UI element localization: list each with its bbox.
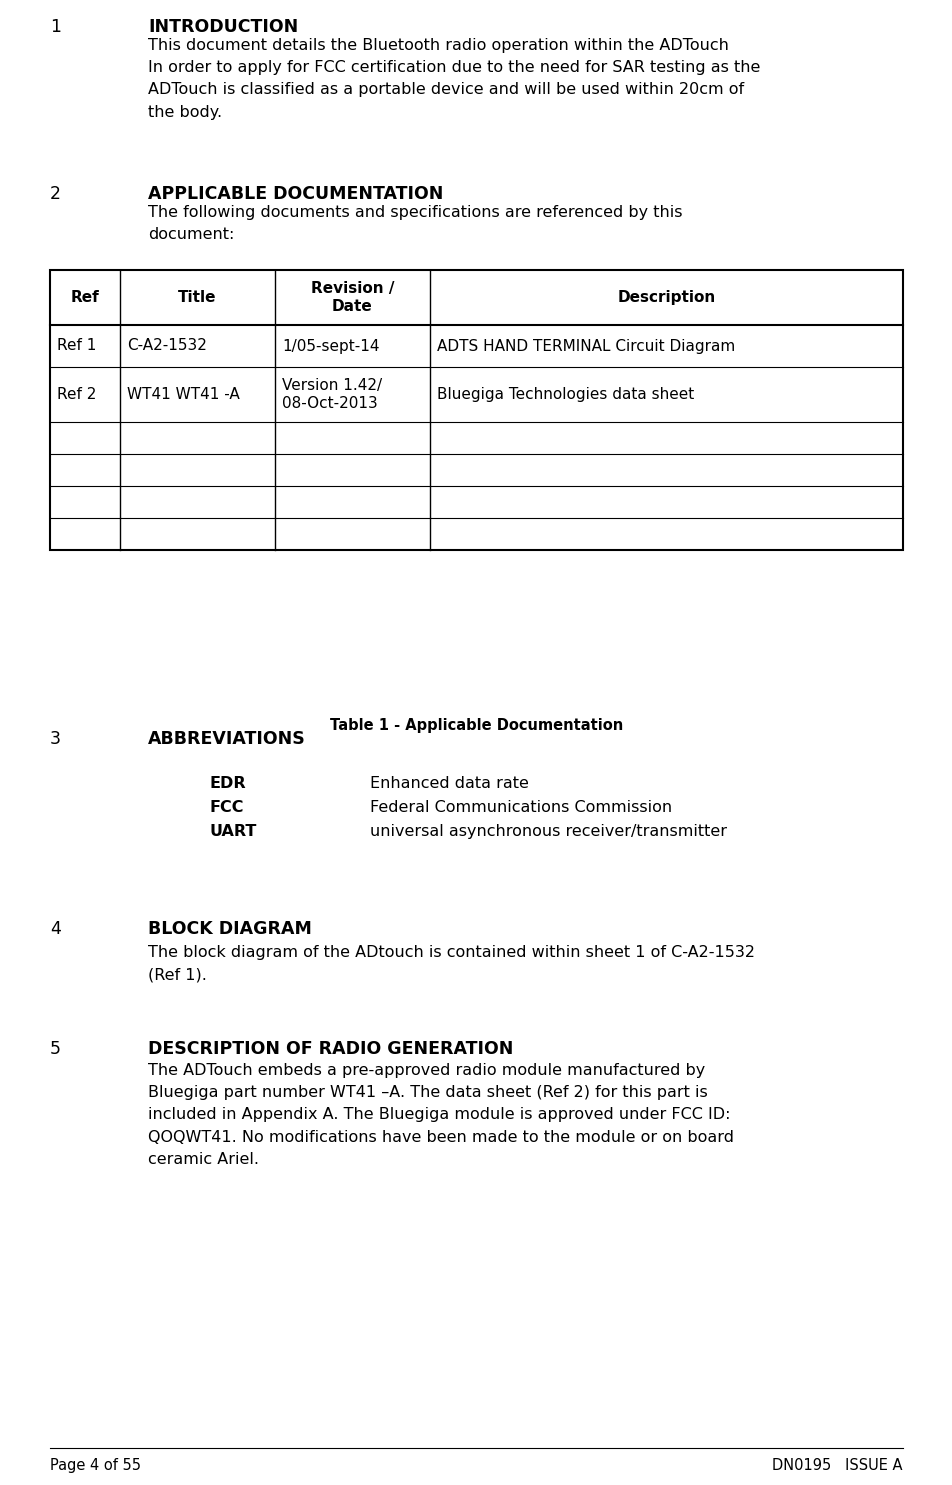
Text: Ref 1: Ref 1 — [57, 339, 96, 353]
Text: BLOCK DIAGRAM: BLOCK DIAGRAM — [148, 921, 311, 939]
Text: Title: Title — [178, 290, 216, 304]
Text: 3: 3 — [50, 731, 61, 748]
Text: DN0195   ISSUE A: DN0195 ISSUE A — [772, 1458, 902, 1473]
Text: DESCRIPTION OF RADIO GENERATION: DESCRIPTION OF RADIO GENERATION — [148, 1040, 513, 1057]
Text: APPLICABLE DOCUMENTATION: APPLICABLE DOCUMENTATION — [148, 186, 443, 203]
Text: C-A2-1532: C-A2-1532 — [127, 339, 207, 353]
Text: ABBREVIATIONS: ABBREVIATIONS — [148, 731, 306, 748]
Text: Page 4 of 55: Page 4 of 55 — [50, 1458, 141, 1473]
Text: INTRODUCTION: INTRODUCTION — [148, 18, 298, 36]
Bar — [50, 270, 902, 549]
Text: The following documents and specifications are referenced by this
document:: The following documents and specificatio… — [148, 205, 682, 242]
Text: FCC: FCC — [209, 800, 245, 815]
Text: Enhanced data rate: Enhanced data rate — [369, 777, 528, 792]
Text: Ref 2: Ref 2 — [57, 388, 96, 402]
Text: UART: UART — [209, 824, 257, 839]
Text: EDR: EDR — [209, 777, 247, 792]
Text: The block diagram of the ADtouch is contained within sheet 1 of C-A2-1532
(Ref 1: The block diagram of the ADtouch is cont… — [148, 944, 754, 982]
Text: ADTS HAND TERMINAL Circuit Diagram: ADTS HAND TERMINAL Circuit Diagram — [437, 339, 735, 353]
Text: Table 1 - Applicable Documentation: Table 1 - Applicable Documentation — [329, 719, 623, 734]
Text: Federal Communications Commission: Federal Communications Commission — [369, 800, 671, 815]
Text: 5: 5 — [50, 1040, 61, 1057]
Text: Ref: Ref — [70, 290, 99, 304]
Text: Version 1.42/
08-Oct-2013: Version 1.42/ 08-Oct-2013 — [282, 377, 382, 411]
Text: 1/05-sept-14: 1/05-sept-14 — [282, 339, 379, 353]
Text: universal asynchronous receiver/transmitter: universal asynchronous receiver/transmit… — [369, 824, 726, 839]
Text: The ADTouch embeds a pre-approved radio module manufactured by
Bluegiga part num: The ADTouch embeds a pre-approved radio … — [148, 1063, 733, 1167]
Text: This document details the Bluetooth radio operation within the ADTouch
In order : This document details the Bluetooth radi… — [148, 39, 760, 120]
Text: Bluegiga Technologies data sheet: Bluegiga Technologies data sheet — [437, 388, 693, 402]
Text: Revision /
Date: Revision / Date — [310, 281, 394, 315]
Text: Description: Description — [617, 290, 715, 304]
Text: WT41 WT41 -A: WT41 WT41 -A — [127, 388, 240, 402]
Text: 4: 4 — [50, 921, 61, 939]
Text: 1: 1 — [50, 18, 61, 36]
Text: 2: 2 — [50, 186, 61, 203]
